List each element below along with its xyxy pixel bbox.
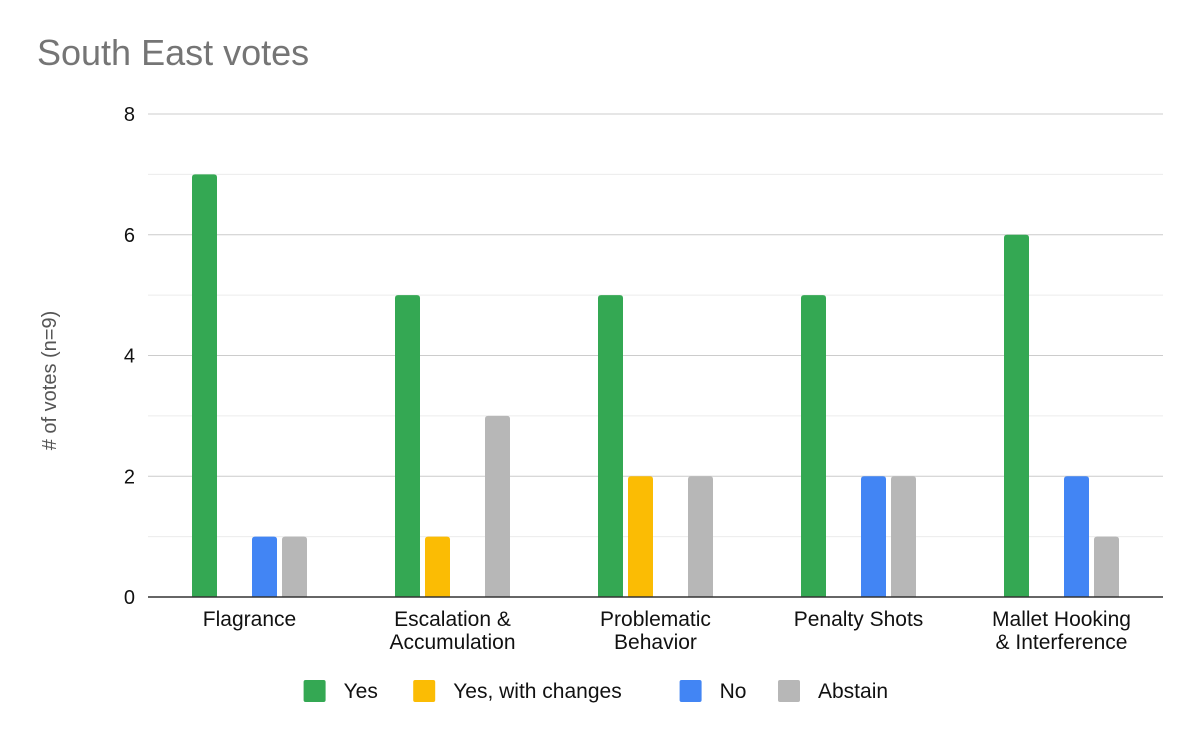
legend-swatch <box>303 680 326 702</box>
bar-abstain <box>1094 536 1119 597</box>
legend-label: Abstain <box>818 680 888 703</box>
x-tick-label: Flagrance <box>203 608 296 631</box>
bar-no <box>1064 476 1089 597</box>
bar-abstain <box>891 476 916 597</box>
legend-label: No <box>720 680 747 703</box>
y-tick-label: 4 <box>124 346 135 368</box>
bar-abstain <box>485 415 510 597</box>
y-axis-title: # of votes (n=9) <box>39 311 61 451</box>
bar-no <box>252 536 277 597</box>
legend-swatch <box>413 680 436 702</box>
bar-yes <box>598 295 623 597</box>
y-tick-label: 8 <box>124 104 135 126</box>
legend-swatch <box>778 680 800 702</box>
bar-yes <box>192 174 217 597</box>
bar-abstain <box>688 476 713 597</box>
legend-label: Yes <box>344 680 378 703</box>
x-tick-label: Penalty Shots <box>794 608 924 631</box>
bar-yes-with-changes <box>425 536 450 597</box>
y-tick-label: 2 <box>124 466 135 488</box>
y-tick-label: 6 <box>124 225 135 247</box>
y-tick-label: 0 <box>124 587 135 609</box>
bar-yes-with-changes <box>628 476 653 597</box>
x-tick-label: Problematic Behavior <box>600 608 711 654</box>
bar-no <box>861 476 886 597</box>
legend-swatch <box>679 680 702 702</box>
bar-abstain <box>282 536 307 597</box>
bar-yes <box>801 295 826 597</box>
chart-title: South East votes <box>37 32 310 73</box>
bar-yes <box>395 295 420 597</box>
bar-yes <box>1004 234 1029 597</box>
x-tick-label: Escalation & Accumulation <box>389 608 515 654</box>
legend-label: Yes, with changes <box>453 680 622 703</box>
x-tick-label: Mallet Hooking & Interference <box>992 608 1131 654</box>
